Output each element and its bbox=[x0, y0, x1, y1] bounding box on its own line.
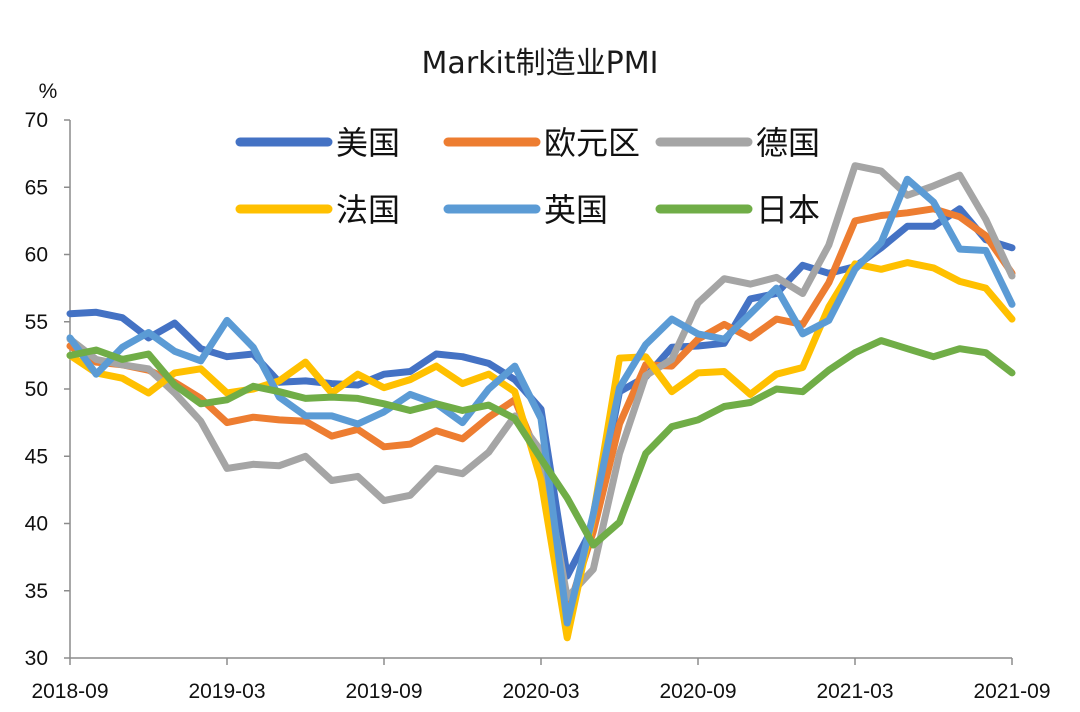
series-line-6 bbox=[66, 337, 1016, 549]
y-tick-label: 60 bbox=[25, 244, 48, 267]
x-tick-label: 2021-03 bbox=[816, 680, 893, 703]
x-tick-label: 2020-09 bbox=[659, 680, 736, 703]
legend-label: 美国 bbox=[336, 124, 400, 162]
legend-label: 日本 bbox=[756, 191, 820, 229]
y-axis-unit: % bbox=[39, 80, 58, 103]
x-tick-label: 2018-09 bbox=[31, 680, 108, 703]
y-tick-label: 45 bbox=[25, 445, 48, 468]
x-tick-label: 2021-09 bbox=[973, 680, 1050, 703]
legend-label: 欧元区 bbox=[544, 124, 640, 162]
series-line-4 bbox=[66, 259, 1016, 642]
chart-title: Markit制造业PMI bbox=[421, 46, 659, 81]
y-tick-label: 35 bbox=[25, 580, 48, 603]
x-tick-label: 2019-09 bbox=[345, 680, 422, 703]
legend-label: 法国 bbox=[336, 191, 400, 229]
axes: 30 35 40 45 50 55 60 65 70% 2018-09 2019-03 2019-09… bbox=[25, 80, 1051, 703]
y-tick-label: 50 bbox=[25, 378, 48, 401]
y-tick-label: 55 bbox=[25, 311, 48, 334]
legend-label: 英国 bbox=[544, 191, 608, 229]
y-tick-label: 30 bbox=[25, 647, 48, 670]
x-tick-label: 2019-03 bbox=[188, 680, 265, 703]
x-tick-label: 2020-03 bbox=[502, 680, 579, 703]
series-lines bbox=[66, 162, 1016, 642]
series-line-5 bbox=[66, 175, 1016, 627]
y-tick-label: 65 bbox=[25, 176, 48, 199]
y-tick-label: 70 bbox=[25, 109, 48, 132]
legend-label: 德国 bbox=[756, 124, 820, 162]
series-line-3 bbox=[66, 162, 1016, 601]
y-tick-label: 40 bbox=[25, 513, 48, 536]
